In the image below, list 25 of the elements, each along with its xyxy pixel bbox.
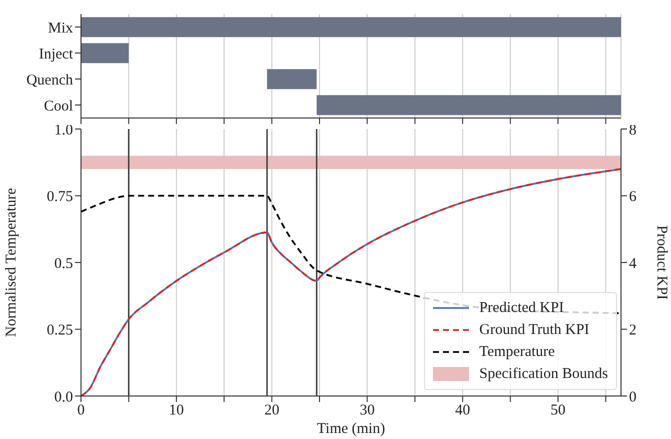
- y2-tick-label: 0: [629, 389, 636, 406]
- y-tick-label: 0.0: [54, 389, 73, 406]
- legend-label: Predicted KPI: [479, 300, 564, 316]
- y2-tick-label: 4: [629, 256, 637, 272]
- x-tick-label: 50: [550, 402, 566, 419]
- y-axis-title: Normalised Temperature: [3, 188, 20, 338]
- x-tick-label: 0: [77, 402, 85, 419]
- x-axis-title: Time (min): [316, 421, 386, 437]
- y-tick-label: Mix: [48, 20, 74, 36]
- y2-tick-label: 2: [629, 322, 636, 339]
- x-tick-label: 20: [264, 402, 280, 419]
- x-tick-label: 10: [168, 402, 184, 419]
- legend-label: Ground Truth KPI: [479, 322, 590, 338]
- legend-label: Temperature: [479, 344, 555, 360]
- legend-label: Specification Bounds: [479, 366, 608, 382]
- y-tick-label: 0.25: [46, 322, 73, 339]
- y-tick-label: Inject: [38, 46, 74, 62]
- y-tick-label: Cool: [44, 98, 73, 114]
- y-tick-label: 0.75: [46, 189, 73, 206]
- x-tick-label: 30: [360, 402, 375, 419]
- y2-axis-title: Product KPI: [654, 225, 670, 300]
- y-tick-label: Quench: [26, 72, 74, 88]
- y2-tick-label: 6: [629, 189, 637, 206]
- x-tick-label: 40: [455, 402, 470, 419]
- y-tick-label: 0.5: [54, 256, 73, 272]
